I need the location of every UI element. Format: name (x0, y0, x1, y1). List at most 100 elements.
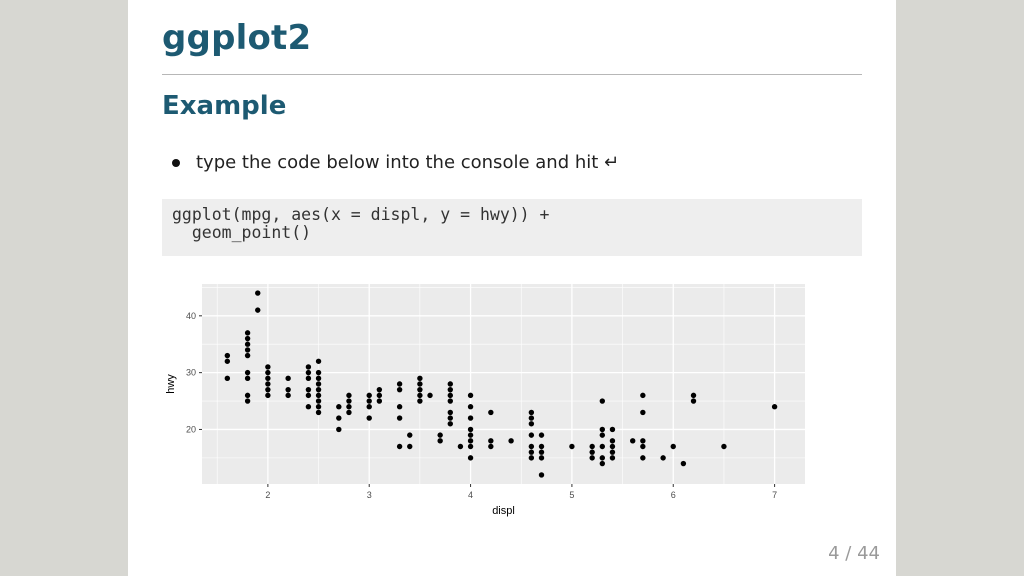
data-point (528, 409, 535, 416)
data-point (346, 409, 352, 416)
data-point (599, 398, 606, 404)
data-point (538, 472, 545, 478)
data-point (224, 352, 231, 359)
data-point (690, 392, 697, 399)
data-point (376, 386, 383, 393)
title-divider (162, 74, 862, 75)
data-point (680, 460, 687, 467)
data-point (447, 381, 453, 387)
data-point (315, 369, 322, 376)
data-point (336, 415, 342, 421)
data-point (538, 449, 545, 455)
data-point (315, 404, 322, 410)
data-point (447, 421, 453, 427)
data-point (396, 381, 403, 387)
data-point (437, 438, 443, 444)
data-point (265, 386, 271, 393)
x-axis-label: displ (492, 505, 515, 517)
data-point (467, 455, 474, 461)
data-point (508, 438, 514, 444)
data-point (244, 341, 251, 347)
page-number: 4 / 44 (828, 543, 880, 564)
bullet-dot-icon (172, 158, 180, 167)
data-point (437, 432, 443, 438)
data-point (417, 381, 423, 387)
data-point (690, 398, 697, 404)
data-point (305, 364, 312, 370)
data-point (305, 392, 312, 399)
x-tick-label: 2 (265, 490, 270, 500)
data-point (427, 392, 433, 399)
data-point (305, 404, 312, 410)
data-point (305, 386, 312, 393)
data-point (528, 443, 535, 450)
data-point (467, 404, 474, 410)
y-axis-label: hwy (165, 374, 177, 394)
data-point (315, 386, 322, 393)
scatter-plot: 2 3 4 5 6 7 20 30 40 displ hwy (162, 276, 862, 526)
data-point (447, 409, 453, 416)
data-point (305, 369, 312, 376)
data-point (244, 369, 251, 376)
data-point (255, 290, 261, 296)
slide: ggplot2 Example type the code below into… (128, 0, 896, 576)
data-point (417, 386, 423, 393)
data-point (599, 432, 606, 438)
data-point (670, 443, 676, 450)
data-point (467, 415, 474, 421)
data-point (285, 392, 291, 399)
data-point (538, 432, 545, 438)
data-point (609, 455, 616, 461)
plot-grid (202, 284, 805, 484)
data-point (640, 392, 646, 399)
data-point (366, 415, 372, 421)
data-point (315, 398, 322, 404)
data-point (599, 455, 606, 461)
data-point (589, 449, 595, 455)
data-point (305, 375, 312, 382)
data-point (528, 455, 535, 461)
slide-title: ggplot2 (162, 18, 312, 58)
data-point (265, 364, 271, 370)
data-point (569, 443, 575, 450)
data-point (315, 358, 322, 364)
data-point (336, 426, 342, 433)
section-heading: Example (162, 91, 287, 121)
data-point (599, 443, 606, 450)
data-point (447, 415, 453, 421)
y-tick-label: 40 (186, 311, 196, 321)
data-point (538, 455, 545, 461)
data-point (255, 307, 261, 313)
data-point (346, 392, 352, 399)
y-tick-label: 20 (186, 424, 196, 434)
plot-panel (202, 284, 805, 484)
data-point (609, 426, 616, 433)
data-point (265, 381, 271, 387)
code-text[interactable]: ggplot(mpg, aes(x = displ, y = hwy)) + g… (172, 205, 550, 242)
data-point (315, 375, 322, 382)
data-point (528, 432, 535, 438)
data-point (224, 358, 231, 364)
data-point (640, 455, 646, 461)
data-point (265, 375, 271, 382)
data-point (488, 438, 494, 444)
data-point (488, 409, 494, 416)
data-point (467, 443, 474, 450)
x-tick-label: 4 (468, 490, 473, 500)
data-point (447, 398, 453, 404)
data-point (366, 398, 372, 404)
data-point (528, 449, 535, 455)
code-block[interactable]: ggplot(mpg, aes(x = displ, y = hwy)) + g… (162, 199, 862, 256)
data-point (315, 381, 322, 387)
data-point (771, 404, 778, 410)
data-point (244, 330, 251, 336)
data-point (244, 375, 251, 382)
data-point (417, 375, 423, 382)
data-point (467, 426, 474, 433)
data-point (244, 398, 251, 404)
data-point (660, 455, 666, 461)
x-tick-label: 3 (367, 490, 372, 500)
data-point (265, 369, 271, 376)
data-point (447, 386, 453, 393)
data-point (589, 455, 595, 461)
